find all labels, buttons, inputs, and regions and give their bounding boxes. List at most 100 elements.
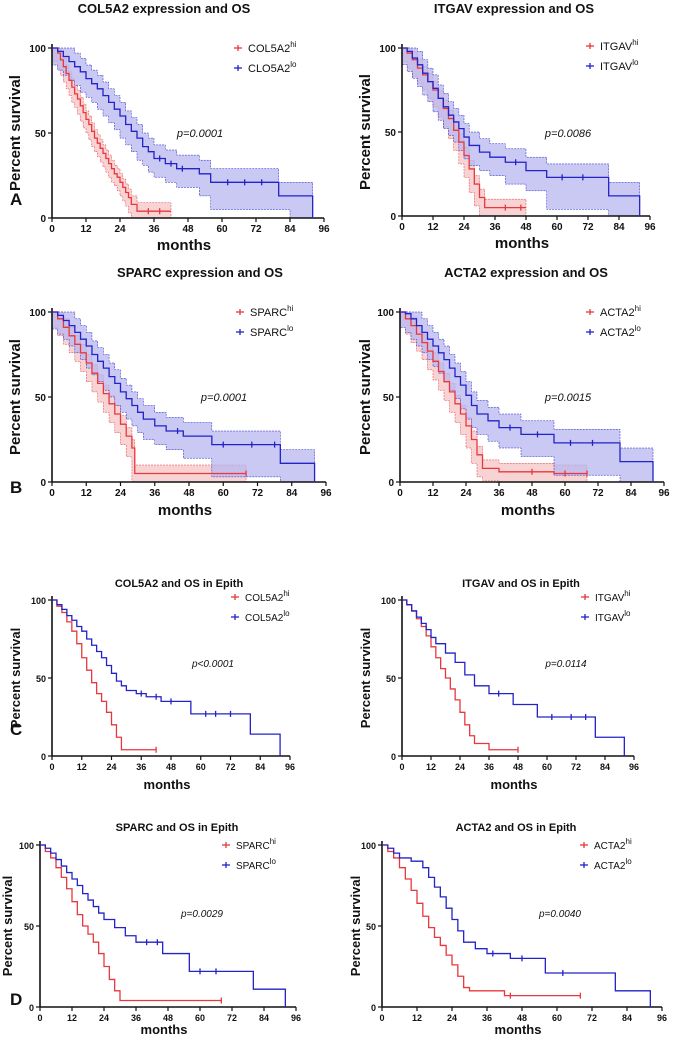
km-panel-3: SPARC expression and OS 0 50 100 0 12 24 36 48 60…	[7, 265, 332, 519]
p-value: p=0.0040	[538, 909, 581, 920]
legend-superscript: lo	[624, 609, 631, 618]
legend-gene-name: COL5A2	[245, 613, 284, 624]
x-axis-label: months	[491, 777, 538, 792]
survival-curve-hi	[52, 311, 247, 475]
x-tick-label: 60	[216, 224, 228, 235]
x-tick-label: 72	[227, 1013, 237, 1023]
x-axis-label: months	[158, 502, 212, 519]
legend-entry-hi: ITGAVhi	[595, 589, 631, 604]
survival-curve-lo	[402, 47, 641, 216]
legend-superscript: hi	[626, 837, 632, 846]
p-value: p=0.0029	[180, 909, 223, 920]
y-tick-label: 100	[379, 44, 396, 55]
chart-title: ACTA2 and OS in Epith	[456, 822, 577, 834]
survival-curve-hi	[382, 844, 581, 997]
legend-gene-name: SPARC	[236, 841, 270, 852]
y-tick-label: 50	[36, 674, 46, 684]
y-tick-label: 0	[388, 478, 394, 489]
km-panel-4: ACTA2 expression and OS 0 50 100 0 12 24 36 48 60…	[357, 265, 670, 519]
x-tick-label: 72	[571, 762, 581, 772]
legend-entry-lo: ACTA2lo	[594, 857, 632, 872]
legend-superscript: lo	[270, 857, 277, 866]
x-tick-label: 72	[592, 488, 604, 499]
x-tick-label: 0	[49, 224, 55, 235]
legend-entry-hi: SPARChi	[236, 837, 276, 852]
legend-gene-name: ACTA2	[594, 861, 626, 872]
x-tick-label: 84	[600, 762, 610, 772]
x-tick-label: 12	[427, 488, 439, 499]
x-tick-label: 36	[148, 224, 160, 235]
x-tick-label: 12	[412, 1013, 422, 1023]
legend-superscript: hi	[270, 837, 276, 846]
y-tick-label: 100	[19, 841, 34, 851]
y-tick-label: 100	[29, 308, 46, 319]
survival-curve-lo	[52, 599, 281, 756]
legend-entry-lo: CLO5A2lo	[248, 60, 297, 75]
y-axis-label: Percent survival	[0, 876, 15, 976]
y-tick-label: 100	[361, 841, 376, 851]
legend-superscript: lo	[632, 58, 639, 67]
legend-gene-name: ACTA2	[600, 307, 635, 319]
y-tick-label: 100	[381, 596, 396, 606]
x-tick-label: 84	[613, 222, 625, 233]
legend-gene-name: SPARC	[250, 307, 287, 319]
x-tick-label: 48	[183, 488, 195, 499]
legend-superscript: lo	[635, 324, 642, 333]
x-tick-label: 84	[255, 762, 265, 772]
x-tick-label: 36	[149, 488, 161, 499]
survival-curve-hi	[402, 599, 518, 751]
p-value: p=0.0001	[200, 392, 247, 404]
x-tick-label: 24	[114, 224, 126, 235]
confidence-band-lo	[51, 47, 313, 219]
x-tick-label: 96	[285, 762, 295, 772]
x-tick-label: 24	[447, 1013, 457, 1023]
x-tick-label: 0	[49, 488, 55, 499]
legend-superscript: hi	[287, 304, 293, 313]
legend-entry-hi: SPARChi	[250, 304, 294, 319]
confidence-band-lo	[401, 47, 640, 217]
x-axis-label: months	[144, 777, 191, 792]
km-panel-2: ITGAV expression and OS 0 50 100 0 12 24 36 48 60…	[357, 1, 656, 252]
x-tick-label: 96	[644, 222, 656, 233]
legend-entry-lo: ITGAVlo	[600, 58, 639, 73]
x-tick-label: 72	[225, 762, 235, 772]
x-tick-label: 96	[629, 762, 639, 772]
y-tick-label: 0	[390, 212, 396, 223]
x-tick-label: 36	[131, 1013, 141, 1023]
x-tick-label: 72	[587, 1013, 597, 1023]
survival-curve-lo	[382, 844, 651, 1007]
x-axis-label: months	[495, 235, 549, 252]
x-tick-label: 96	[320, 488, 332, 499]
section-label-A: A	[10, 190, 22, 209]
x-tick-label: 48	[182, 224, 194, 235]
x-tick-label: 24	[115, 488, 127, 499]
legend-gene-name: ACTA2	[600, 327, 635, 339]
y-tick-label: 100	[31, 596, 46, 606]
x-tick-label: 24	[458, 222, 470, 233]
x-tick-label: 36	[136, 762, 146, 772]
p-value: p=0.0086	[544, 128, 592, 140]
km-panel-6: ITGAV and OS in Epith 0 50 100 0 12 24 36 48 60 72…	[358, 578, 639, 792]
legend-entry-lo: SPARClo	[236, 857, 276, 872]
x-tick-label: 24	[460, 488, 472, 499]
y-tick-label: 50	[385, 128, 397, 139]
y-tick-label: 0	[391, 752, 396, 762]
x-tick-label: 24	[106, 762, 116, 772]
x-tick-label: 12	[67, 1013, 77, 1023]
p-value: p=0.0114	[544, 659, 587, 670]
legend-superscript: lo	[287, 324, 294, 333]
x-tick-label: 60	[218, 488, 230, 499]
y-tick-label: 0	[29, 1003, 34, 1013]
survival-curve-lo	[40, 844, 286, 1007]
x-tick-label: 24	[455, 762, 465, 772]
x-tick-label: 84	[625, 488, 637, 499]
y-axis-label: Percent survival	[357, 74, 374, 190]
x-tick-label: 0	[379, 1013, 384, 1023]
survival-curve-lo	[400, 311, 654, 482]
x-tick-label: 12	[81, 488, 93, 499]
confidence-band-lo	[51, 311, 315, 483]
y-tick-label: 100	[29, 44, 46, 55]
chart-title: SPARC expression and OS	[117, 265, 283, 280]
legend-gene-name: ITGAV	[595, 613, 625, 624]
chart-title: ITGAV and OS in Epith	[462, 578, 580, 590]
